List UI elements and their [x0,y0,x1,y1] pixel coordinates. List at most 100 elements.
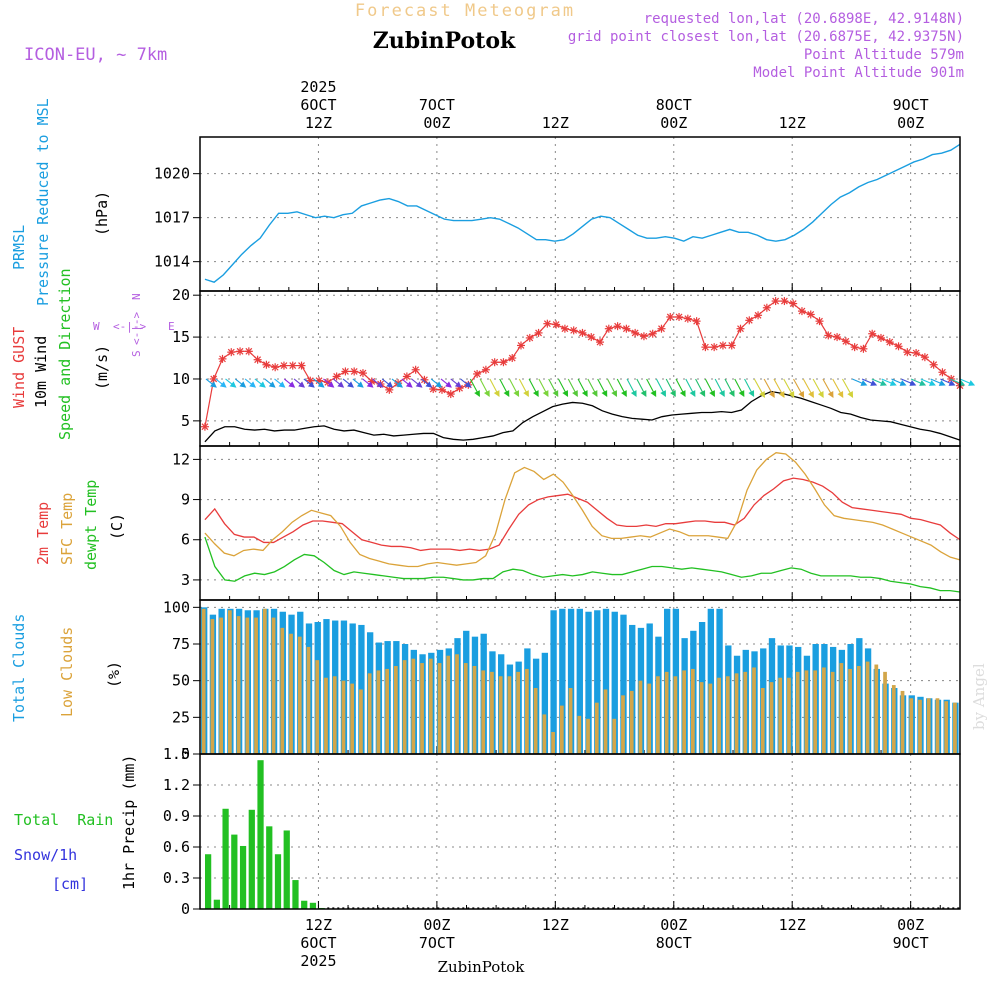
gust-marker-d2 [236,347,244,355]
wind-arrow-head [847,391,854,399]
wind-arrow [861,378,878,386]
gust-marker-d2 [201,423,209,431]
rain-bar [283,830,290,909]
wind-arrow [842,378,854,399]
low-cloud-bar [236,616,241,754]
wind-arrow-head [435,381,443,388]
wind-arrow [234,378,247,388]
low-cloud-bar [909,698,914,754]
gust-marker-d2 [385,386,393,394]
gust-marker-d2 [587,333,595,341]
gust-marker [920,353,929,362]
total-cloud-bar [611,611,618,754]
low-cloud-bar [376,670,381,754]
low-cloud-bar [612,718,617,754]
panel-frame-1 [199,290,961,447]
wind-arrow-head [948,380,956,386]
wind-arrow [832,378,844,399]
wind-arrow-head [581,390,588,398]
wind-arrow [940,378,956,386]
low-cloud-bar [437,663,442,754]
gust-marker [227,348,236,357]
wind-arrow-head [513,390,520,398]
requested-location: requested lon,lat (20.6898E, 42.9148N) [644,11,964,27]
wind-arrow [303,378,315,388]
gust-marker [385,385,394,394]
gust-marker-d2 [315,377,323,385]
pressure-label-2: Pressure Reduced to MSL [34,98,52,306]
panel-0: 1014 1017 1020 [154,137,960,291]
rain-bar [257,760,264,909]
wind-arrow-head [366,381,374,388]
bottom-time-label: 12Z [305,916,332,934]
ytick-label: 3 [181,571,190,589]
gust-marker-d2 [210,375,218,383]
wind-arrow [401,378,413,388]
gust-marker-d2 [341,368,349,375]
low-cloud-bar [629,690,634,754]
wind-arrow-head [396,381,403,388]
wind-arrow [489,378,500,398]
low-cloud-bar [638,680,643,754]
gust-marker [622,324,631,333]
gust-marker [938,368,947,377]
wind-arrow-head [386,381,394,388]
low-cloud-bar [359,689,363,754]
wind-arrow [225,378,237,388]
gust-marker-d2 [491,358,499,366]
wind-arrow [714,378,725,398]
low-cloud-bar [245,617,250,754]
gust-marker [446,390,455,399]
wind-arrow [372,378,384,388]
wind-arrow-head [909,380,917,386]
wind-arrow [606,378,618,398]
precip-unit: 1hr Precip (mm) [120,755,138,890]
gust-marker-d2 [640,332,648,340]
wind-arrow-head [572,390,578,398]
title-forecast-meteogram: Forecast Meteogram [355,1,575,21]
gust-marker [710,343,719,352]
wind-arrow [313,378,325,388]
gust-marker-d2 [517,342,525,349]
t2m-line [204,477,961,552]
wind-arrow-head [219,381,227,388]
wind-arrow-head [464,381,472,388]
gust-marker-d2 [227,348,235,356]
ytick-label: 5 [181,412,190,430]
compass-arrows-vertical: <-|-> [130,312,143,345]
low-cloud-bar [420,663,424,754]
wind-label: 10m Wind [32,336,50,408]
gust-marker [639,332,648,341]
wind-arrow-head [748,390,755,398]
wind-arrow-head [562,390,569,398]
low-cloud-bar [507,676,512,754]
gust-marker [824,331,833,340]
gust-marker-d2 [939,368,946,376]
gust-marker-d2 [289,362,297,369]
bottom-time-label: 12Z [779,916,806,934]
gust-marker [569,326,578,335]
low-cloud-bar [804,670,809,754]
low-cloud-bar [219,617,224,754]
wind-arrow-head [611,390,618,398]
rain-bar [266,826,273,909]
wind-arrow [362,378,374,388]
gust-marker-d2 [482,366,490,374]
gust-marker-d2 [701,343,709,351]
wind-arrow [783,378,795,399]
wind-arrow [518,378,529,398]
wind-arrow [332,378,345,388]
wind-arrow-head [483,390,490,398]
total-clouds-label: Total Clouds [10,614,28,722]
gust-marker [894,342,903,351]
pressure-line [204,143,961,283]
wind-arrow-head [542,390,549,398]
gust-marker [499,358,508,367]
low-cloud-bar [953,702,957,754]
gust-marker [411,365,420,374]
wind-arrow [587,378,598,398]
closest-grid-point: grid point closest lon,lat (20.6875E, 42… [568,29,964,45]
wind-arrow [685,378,696,398]
rain-bar [213,899,220,909]
gust-marker [218,354,227,363]
